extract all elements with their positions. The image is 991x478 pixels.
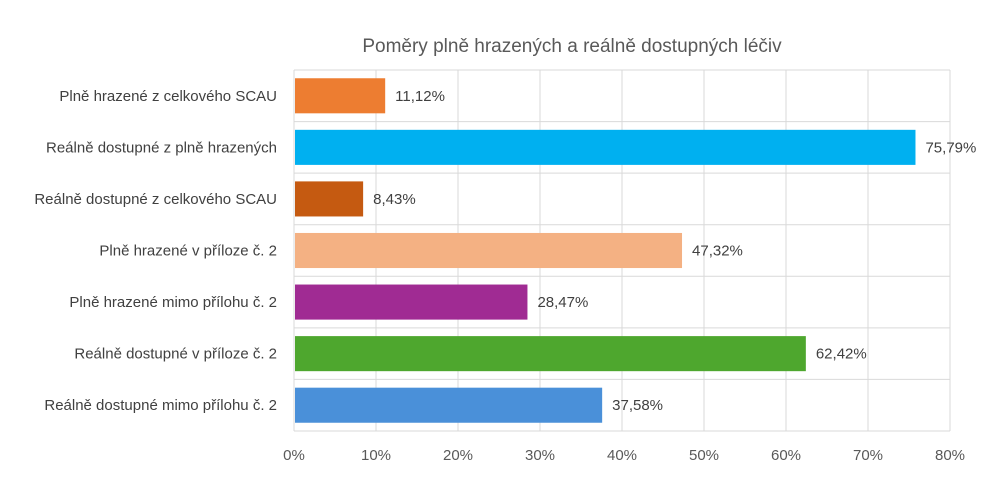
category-label: Reálně dostupné z celkového SCAU (34, 191, 277, 208)
category-label: Reálně dostupné v příloze č. 2 (74, 346, 277, 363)
data-label: 11,12% (395, 88, 445, 105)
x-tick-label: 50% (689, 447, 719, 464)
x-tick-label: 80% (935, 447, 965, 464)
chart-title: Poměry plně hrazených a reálně dostupnýc… (362, 36, 782, 57)
data-label: 8,43% (373, 191, 416, 208)
x-tick-label: 60% (771, 447, 801, 464)
category-label: Plně hrazené v příloze č. 2 (99, 243, 277, 260)
x-tick-label: 10% (361, 447, 391, 464)
x-axis-tick-labels: 0% 10% 20% 30% 40% 50% 60% 70% 80% (283, 447, 965, 464)
data-label: 62,42% (816, 346, 867, 363)
category-label: Plně hrazené z celkového SCAU (59, 88, 277, 105)
bar (295, 129, 916, 165)
x-tick-label: 0% (283, 447, 305, 464)
bars (295, 78, 916, 423)
data-label: 37,58% (612, 397, 663, 414)
data-labels: 11,12% 75,79% 8,43% 47,32% 28,47% 62,42% 37,58… (373, 88, 976, 414)
category-label: Reálně dostupné mimo přílohu č. 2 (44, 397, 277, 414)
category-label: Plně hrazené mimo přílohu č. 2 (69, 294, 277, 311)
bar (295, 78, 386, 114)
data-label: 47,32% (692, 243, 743, 260)
bar (295, 181, 364, 217)
x-tick-label: 20% (443, 447, 473, 464)
category-labels: Plně hrazené z celkového SCAU Reálně dost… (34, 88, 277, 414)
x-tick-label: 70% (853, 447, 883, 464)
bar (295, 232, 683, 269)
bar (295, 336, 806, 372)
category-label: Reálně dostupné z plně hrazených (46, 139, 277, 156)
data-label: 75,79% (925, 139, 976, 156)
x-tick-label: 30% (525, 447, 555, 464)
bar (295, 387, 603, 423)
x-tick-label: 40% (607, 447, 637, 464)
data-label: 28,47% (537, 294, 588, 311)
bar (295, 284, 528, 320)
